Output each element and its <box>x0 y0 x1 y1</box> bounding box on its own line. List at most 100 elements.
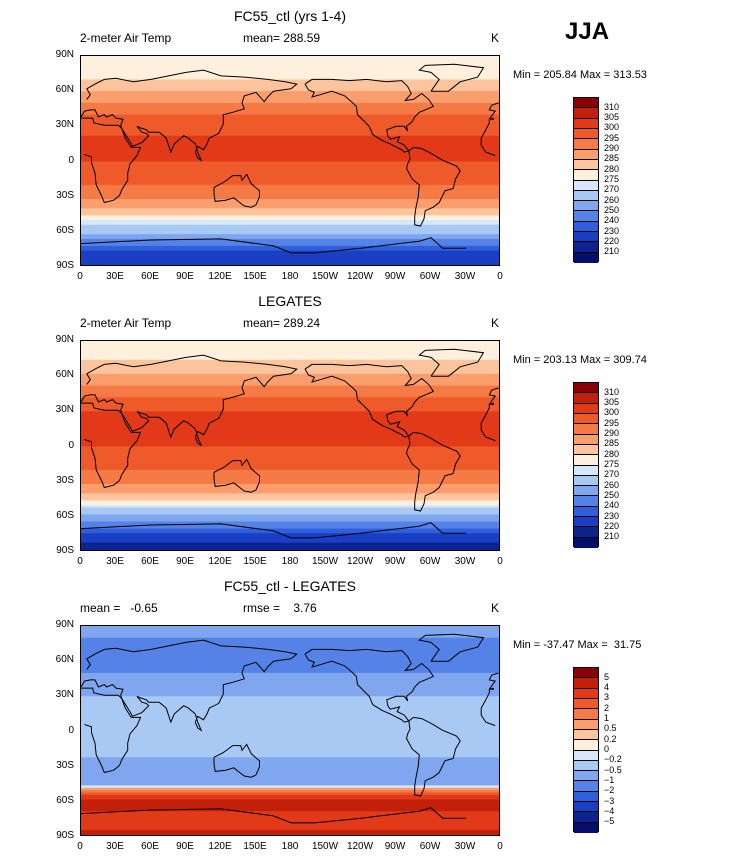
x-tick-label: 30W <box>454 271 476 282</box>
contour-band <box>81 159 499 163</box>
contour-band <box>81 378 499 382</box>
contour-band <box>81 348 499 351</box>
contour-band <box>81 448 499 452</box>
contour-band <box>81 500 499 504</box>
x-tick-label: 60E <box>141 556 159 567</box>
colorbar-swatch <box>574 506 598 518</box>
colorbar-label: 290 <box>604 143 620 154</box>
colorbar-label: 295 <box>604 132 620 143</box>
contour-band <box>81 401 499 405</box>
contour-band <box>81 637 499 641</box>
panel-title: LEGATES <box>258 293 322 309</box>
contour-band <box>81 243 499 247</box>
contour-band <box>81 743 499 747</box>
contour-band <box>81 194 499 198</box>
contour-band <box>81 633 499 636</box>
contour-band <box>81 799 499 803</box>
panel-title: FC55_ctl (yrs 1-4) <box>233 8 347 24</box>
contour-band <box>81 383 499 387</box>
contour-band <box>81 783 499 787</box>
contour-band <box>81 752 499 756</box>
contour-band <box>81 180 499 184</box>
contour-band <box>81 656 499 660</box>
contour-band <box>81 390 499 394</box>
contour-band <box>81 264 499 265</box>
contour-band <box>81 542 499 546</box>
contour-band <box>81 86 499 90</box>
contour-band <box>81 210 499 214</box>
contour-band <box>81 740 499 744</box>
colorbar-swatch <box>574 413 598 425</box>
coastline-samerica <box>405 431 461 512</box>
contour-band <box>81 825 499 829</box>
contour-band <box>81 790 499 794</box>
contour-band <box>81 446 499 450</box>
contour-band <box>81 236 499 240</box>
contour-band <box>81 70 499 74</box>
colorbar-swatch <box>574 128 598 140</box>
contour-band <box>81 516 499 520</box>
contour-band <box>81 804 499 808</box>
colorbar-label: 310 <box>604 386 620 397</box>
contour-band <box>81 705 499 709</box>
coastline-namerica <box>304 363 435 438</box>
contour-band <box>81 173 499 177</box>
contour-band <box>81 371 499 375</box>
coastline-australia <box>213 743 260 778</box>
contour-band <box>81 248 499 252</box>
contour-band <box>81 630 499 634</box>
contour-band <box>81 670 499 674</box>
contour-band <box>81 792 499 796</box>
x-tick-label: 120W <box>346 271 374 282</box>
contour-band <box>81 526 499 530</box>
contour-band <box>81 512 499 516</box>
contour-band <box>81 343 499 347</box>
contour-band <box>81 686 499 690</box>
x-tick-label: 120E <box>208 556 232 567</box>
contour-map-svg <box>81 341 499 550</box>
x-tick-label: 60E <box>141 841 159 852</box>
contour-band <box>81 109 499 113</box>
contour-band <box>81 815 499 819</box>
y-tick-label: 60S <box>56 794 74 806</box>
contour-band <box>81 498 499 502</box>
contour-band <box>81 259 499 263</box>
panel-units-label: K <box>491 31 500 45</box>
x-tick-label: 180 <box>281 271 299 282</box>
contour-band <box>81 544 499 548</box>
contour-band <box>81 408 499 412</box>
colorbar-swatch <box>574 740 598 751</box>
colorbar <box>573 667 599 833</box>
contour-band <box>81 217 499 221</box>
contour-band <box>81 184 499 188</box>
colorbar-swatch <box>574 688 598 699</box>
contour-band <box>81 761 499 765</box>
contour-band <box>81 533 499 537</box>
contour-band <box>81 149 499 153</box>
contour-band <box>81 213 499 217</box>
contour-band <box>81 731 499 735</box>
colorbar-label: 275 <box>604 459 620 469</box>
contour-band <box>81 493 499 497</box>
colorbar-label: 240 <box>604 215 620 226</box>
contour-band <box>81 776 499 779</box>
contour-band <box>81 754 499 758</box>
contour-band <box>81 189 499 193</box>
contour-band <box>81 441 499 445</box>
contour-band <box>81 722 499 726</box>
contour-band <box>81 231 499 235</box>
contour-band <box>81 811 499 815</box>
colorbar-swatch <box>574 434 598 445</box>
x-tick-label: 150E <box>243 841 267 852</box>
contour-band <box>81 712 499 716</box>
x-tick-label: 60E <box>141 271 159 282</box>
contour-band <box>81 785 499 789</box>
contour-band <box>81 215 499 219</box>
contour-band <box>81 549 499 550</box>
contour-band <box>81 201 499 205</box>
colorbar-label: 270 <box>604 184 620 195</box>
colorbar-swatch <box>574 750 598 761</box>
x-tick-label: 120E <box>208 271 232 282</box>
colorbar-swatch <box>574 455 598 466</box>
y-tick-label: 30S <box>56 189 74 201</box>
